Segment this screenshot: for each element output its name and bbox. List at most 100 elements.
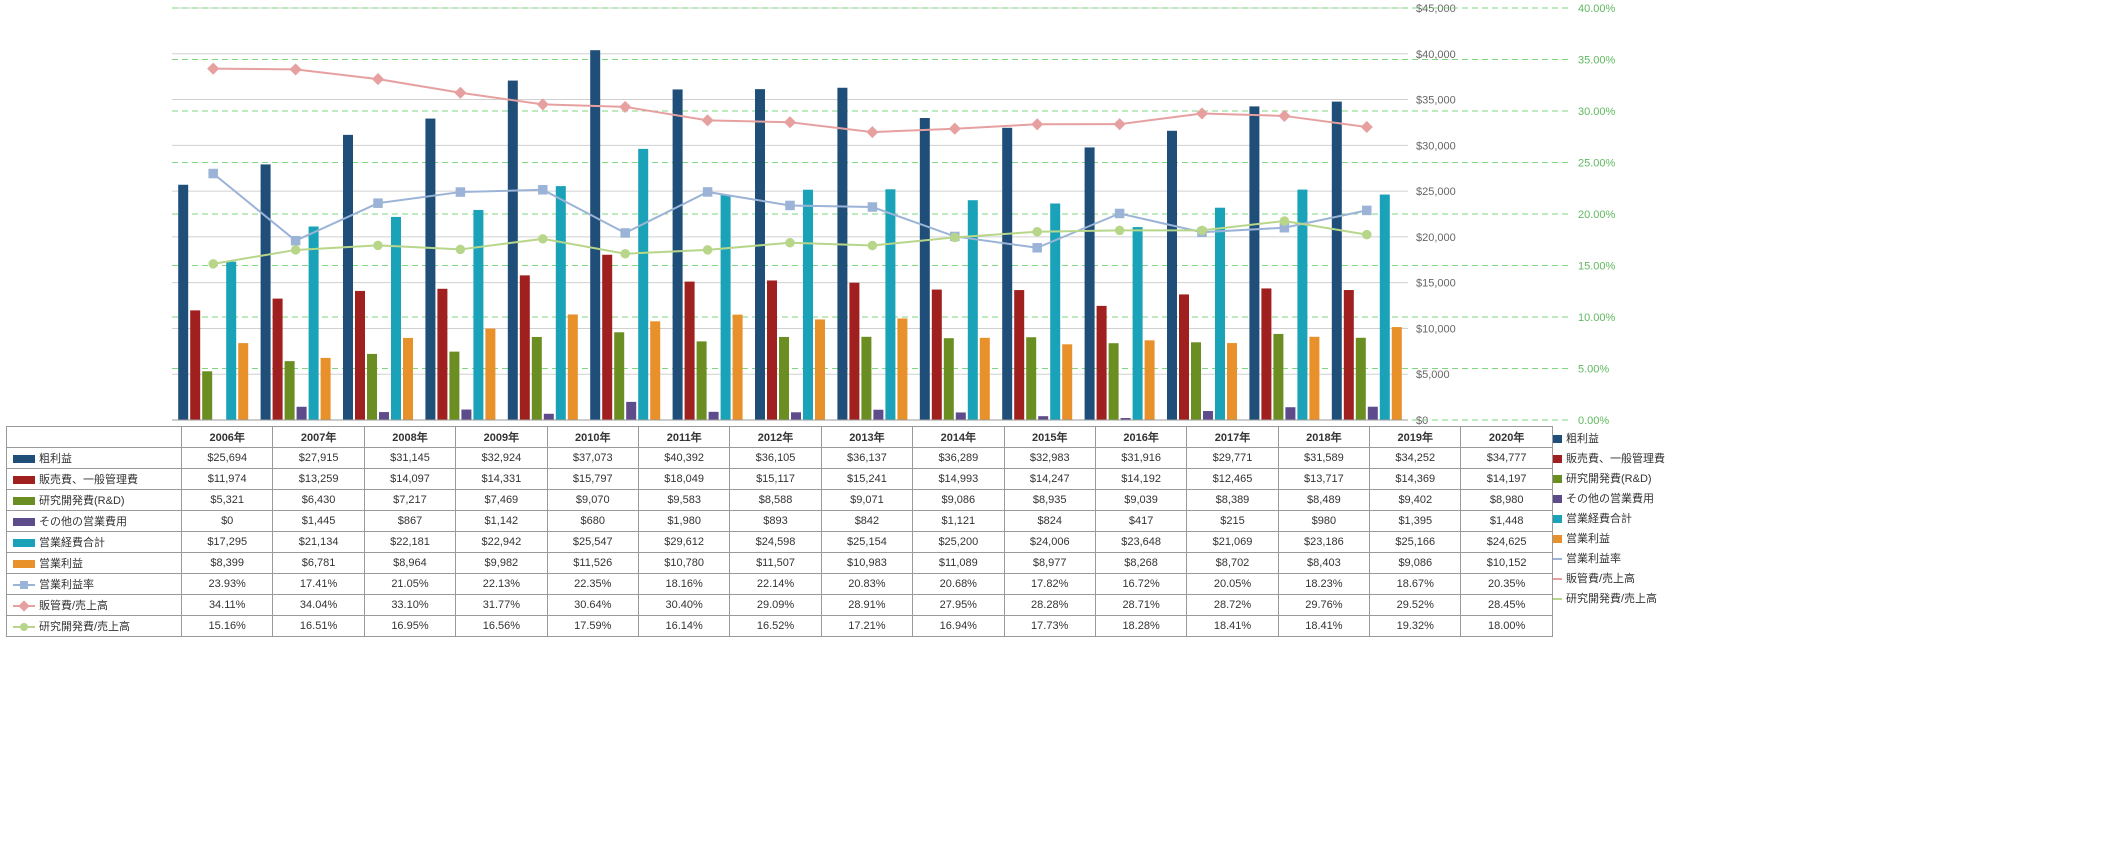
table-row-opex: 営業経費合計$17,295$21,134$22,181$22,942$25,54…: [7, 532, 1553, 553]
row-label: 販売費、一般管理費: [7, 469, 182, 490]
y1-tick-label: $5,000: [1416, 369, 1450, 381]
cell-value: $31,145: [364, 448, 455, 469]
legend-label: 研究開発費(R&D): [1566, 473, 1652, 485]
cell-value: $1,395: [1370, 511, 1461, 532]
cell-value: $8,977: [1004, 553, 1095, 574]
bar-gross: [425, 119, 435, 420]
bar-gross: [1249, 106, 1259, 420]
cell-value: 28.72%: [1187, 595, 1278, 616]
data-table: 2006年2007年2008年2009年2010年2011年2012年2013年…: [6, 426, 1553, 637]
cell-value: $37,073: [547, 448, 638, 469]
cell-value: $9,086: [1370, 553, 1461, 574]
cell-value: $34,252: [1370, 448, 1461, 469]
cell-value: 33.10%: [364, 595, 455, 616]
cell-value: $14,192: [1095, 469, 1186, 490]
cell-value: $14,993: [913, 469, 1004, 490]
bar-opinc: [897, 318, 907, 420]
bar-sga: [685, 282, 695, 420]
cell-value: $11,089: [913, 553, 1004, 574]
cell-value: 28.45%: [1461, 595, 1552, 616]
cell-value: $1,121: [913, 511, 1004, 532]
cell-value: $8,403: [1278, 553, 1369, 574]
year-header: 2013年: [821, 427, 912, 448]
bar-rnd: [449, 352, 459, 420]
cell-value: 15.16%: [182, 616, 273, 637]
cell-value: $10,152: [1461, 553, 1552, 574]
bar-opex: [1380, 195, 1390, 420]
cell-value: $5,321: [182, 490, 273, 511]
bar-opinc: [815, 319, 825, 420]
year-header: 2011年: [638, 427, 729, 448]
bar-rnd: [1109, 343, 1119, 420]
bar-other: [1368, 407, 1378, 420]
cell-value: 31.77%: [456, 595, 547, 616]
y2-tick-label: 25.00%: [1578, 158, 1616, 170]
cell-value: 16.51%: [273, 616, 364, 637]
bar-sga: [190, 310, 200, 420]
cell-value: 29.09%: [730, 595, 821, 616]
cell-value: $21,069: [1187, 532, 1278, 553]
bar-rnd: [614, 332, 624, 420]
cell-value: 16.56%: [456, 616, 547, 637]
bar-opex: [473, 210, 483, 420]
bar-opinc: [403, 338, 413, 420]
legend-item-rndsr: 研究開発費/売上高: [1540, 590, 1665, 606]
cell-value: $824: [1004, 511, 1095, 532]
cell-value: 17.59%: [547, 616, 638, 637]
cell-value: 21.05%: [364, 574, 455, 595]
year-header: 2006年: [182, 427, 273, 448]
cell-value: $25,694: [182, 448, 273, 469]
cell-value: $980: [1278, 511, 1369, 532]
cell-value: 18.41%: [1187, 616, 1278, 637]
cell-value: $36,105: [730, 448, 821, 469]
cell-value: $32,924: [456, 448, 547, 469]
year-header: 2015年: [1004, 427, 1095, 448]
bar-gross: [673, 89, 683, 420]
cell-value: $29,612: [638, 532, 729, 553]
bar-gross: [261, 164, 271, 420]
cell-value: 30.64%: [547, 595, 638, 616]
bar-opex: [226, 262, 236, 420]
legend-item-gross: 粗利益: [1540, 430, 1665, 446]
row-label: 営業利益率: [7, 574, 182, 595]
cell-value: $13,717: [1278, 469, 1369, 490]
bar-opinc: [980, 338, 990, 420]
bar-sga: [767, 280, 777, 420]
y2-tick-label: 30.00%: [1578, 106, 1616, 118]
cell-value: 17.21%: [821, 616, 912, 637]
cell-value: 17.73%: [1004, 616, 1095, 637]
bar-opinc: [1392, 327, 1402, 420]
cell-value: $9,982: [456, 553, 547, 574]
legend-item-opinc: 営業利益: [1540, 530, 1665, 546]
cell-value: $14,331: [456, 469, 547, 490]
cell-value: 29.52%: [1370, 595, 1461, 616]
year-header: 2010年: [547, 427, 638, 448]
bar-rnd: [861, 337, 871, 420]
bar-opinc: [568, 314, 578, 420]
cell-value: 22.14%: [730, 574, 821, 595]
bar-opex: [556, 186, 566, 420]
bar-sga: [1344, 290, 1354, 420]
cell-value: $14,369: [1370, 469, 1461, 490]
bar-other: [626, 402, 636, 420]
bar-line-chart: $0$5,000$10,000$15,000$20,000$25,000$30,…: [0, 0, 1668, 440]
cell-value: 20.35%: [1461, 574, 1552, 595]
cell-value: $32,983: [1004, 448, 1095, 469]
cell-value: $31,589: [1278, 448, 1369, 469]
cell-value: $18,049: [638, 469, 729, 490]
cell-value: 18.41%: [1278, 616, 1369, 637]
bar-opex: [721, 195, 731, 420]
table-row-sga: 販売費、一般管理費$11,974$13,259$14,097$14,331$15…: [7, 469, 1553, 490]
cell-value: $25,547: [547, 532, 638, 553]
bar-opex: [885, 189, 895, 420]
cell-value: 28.71%: [1095, 595, 1186, 616]
y1-tick-label: $20,000: [1416, 232, 1456, 244]
year-header: 2008年: [364, 427, 455, 448]
bar-opinc: [650, 321, 660, 420]
cell-value: $8,268: [1095, 553, 1186, 574]
cell-value: 18.28%: [1095, 616, 1186, 637]
cell-value: $8,399: [182, 553, 273, 574]
cell-value: $25,154: [821, 532, 912, 553]
cell-value: $9,070: [547, 490, 638, 511]
cell-value: $680: [547, 511, 638, 532]
